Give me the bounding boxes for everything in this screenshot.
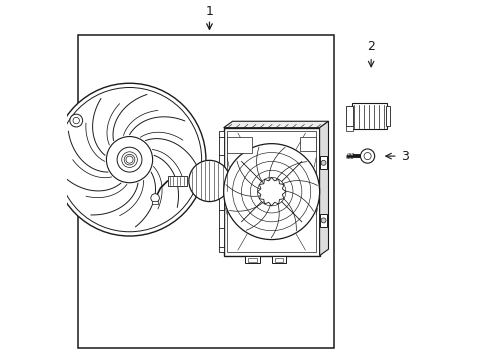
Bar (346, 106, 353, 126)
Bar (223, 128, 319, 256)
Polygon shape (257, 177, 286, 206)
Circle shape (189, 160, 230, 202)
Bar (245, 256, 260, 263)
Bar (152, 201, 158, 204)
Text: 1: 1 (205, 5, 214, 18)
Polygon shape (223, 121, 328, 128)
Circle shape (57, 87, 202, 232)
Circle shape (53, 83, 206, 236)
Bar (168, 176, 187, 186)
Text: 2: 2 (367, 40, 375, 53)
Circle shape (73, 117, 79, 124)
Circle shape (151, 194, 159, 202)
Bar (78, 35, 334, 348)
Circle shape (70, 114, 83, 127)
Circle shape (223, 144, 319, 240)
Bar (300, 136, 316, 151)
Bar (274, 258, 283, 262)
Bar (227, 131, 316, 252)
Bar (352, 103, 387, 130)
Polygon shape (319, 121, 328, 256)
Bar (386, 106, 391, 126)
Bar (219, 131, 223, 252)
Circle shape (106, 136, 152, 183)
Bar (319, 214, 327, 227)
Circle shape (321, 218, 326, 223)
Circle shape (361, 149, 375, 163)
Bar (346, 126, 353, 131)
Text: 3: 3 (401, 150, 409, 163)
Bar (272, 256, 286, 263)
Circle shape (321, 160, 326, 165)
Bar (248, 258, 257, 262)
Bar (319, 157, 327, 169)
Bar (227, 136, 252, 153)
Circle shape (117, 147, 142, 172)
